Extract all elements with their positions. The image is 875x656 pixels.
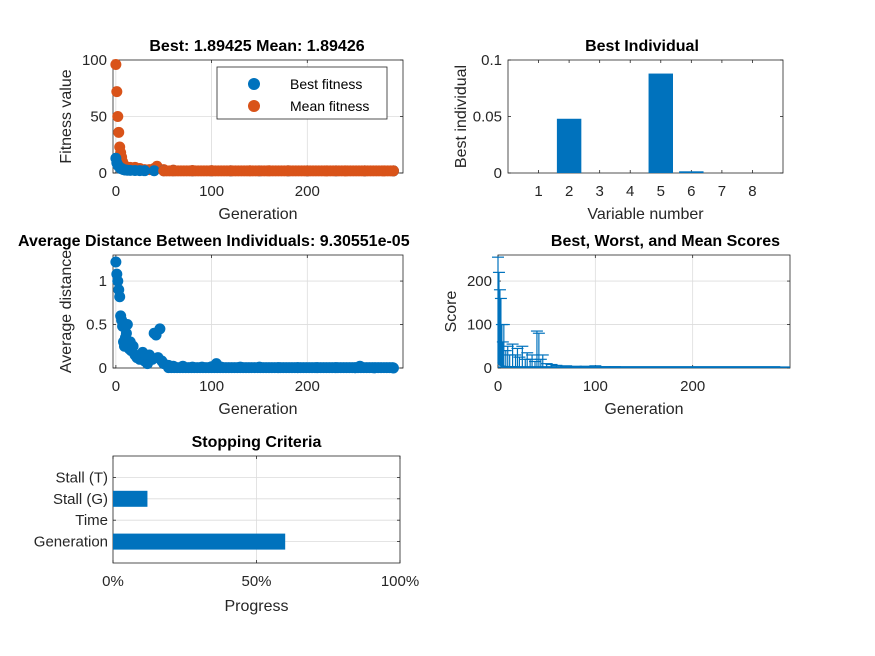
avg-distance-chart: 0 100 200 0 0.5 1 Average Distance Between Ind… <box>18 233 410 418</box>
distance-point <box>354 360 366 372</box>
x-tick-label: 100 <box>199 378 224 395</box>
x-tick-label: 100% <box>381 573 419 590</box>
chart-title: Best: 1.89425 Mean: 1.89426 <box>149 38 364 55</box>
x-axis-label: Generation <box>218 206 297 223</box>
scores-chart: 0 100 200 0 100 200 Best, Worst, and Mean Scor… <box>443 233 791 418</box>
legend-best-marker <box>248 78 260 90</box>
distance-point <box>196 361 208 373</box>
stopping-criteria-chart: 0% 50% 100% Generation Time Stall (G) Stall (T… <box>34 434 419 615</box>
y-tick-label: 0 <box>484 360 492 377</box>
scores-axes-box <box>497 254 791 369</box>
legend-label: Mean fitness <box>290 98 369 114</box>
x-tick-label: 200 <box>295 183 320 200</box>
x-tick-label: 0 <box>112 378 120 395</box>
y-axis-label: Best individual <box>453 65 470 168</box>
y-tick-label: 0 <box>494 165 502 182</box>
distance-point <box>114 291 126 303</box>
bar <box>679 171 704 173</box>
x-axis-label: Progress <box>224 598 288 615</box>
chart-title: Best, Worst, and Mean Scores <box>551 233 780 250</box>
distance-point <box>110 256 122 268</box>
distance-point <box>177 360 189 372</box>
x-tick-label: 7 <box>718 183 726 200</box>
bar <box>648 73 673 173</box>
y-axis-label: Score <box>443 291 460 333</box>
y-tick-label: 0.5 <box>86 317 107 334</box>
y-axis-label: Fitness value <box>58 69 75 163</box>
legend-box <box>216 66 388 120</box>
distance-point <box>167 360 179 372</box>
chart-title: Stopping Criteria <box>192 434 322 451</box>
y-tick-label: Time <box>75 512 108 529</box>
legend: Best fitness Mean fitness <box>216 66 388 120</box>
y-tick-label: 100 <box>467 317 492 334</box>
x-tick-label: 100 <box>199 183 224 200</box>
x-tick-label: 200 <box>680 378 705 395</box>
mean-fitness-point <box>387 165 399 177</box>
distance-point <box>368 362 380 374</box>
x-axis-label: Variable number <box>587 206 704 223</box>
best-fitness-point <box>139 165 151 177</box>
distance-point <box>186 361 198 373</box>
distance-point <box>121 319 133 331</box>
y-tick-label: 0 <box>99 165 107 182</box>
y-tick-label: 100 <box>82 52 107 69</box>
x-tick-label: 3 <box>595 183 603 200</box>
best-individual-chart: 1 2 3 4 5 6 7 8 0 0.05 0.1 Best Individual Variable … <box>453 38 784 223</box>
y-tick-label: 200 <box>467 273 492 290</box>
mean-fitness-point <box>111 86 123 98</box>
x-tick-label: 6 <box>687 183 695 200</box>
y-tick-label: 0 <box>99 360 107 377</box>
x-tick-label: 1 <box>534 183 542 200</box>
x-tick-label: 100 <box>583 378 608 395</box>
y-tick-label: 0.1 <box>481 52 502 69</box>
y-tick-label: Stall (G) <box>53 491 108 508</box>
y-tick-label: Generation <box>34 534 108 551</box>
x-tick-label: 2 <box>565 183 573 200</box>
x-tick-label: 0 <box>494 378 502 395</box>
distance-point <box>311 362 323 374</box>
distance-point <box>120 327 132 339</box>
x-tick-label: 50% <box>241 573 271 590</box>
best-individual-axes-box <box>507 59 784 174</box>
fitness-chart: 0 100 200 0 50 100 Best: 1.89425 Mean: 1.89426… <box>58 38 404 223</box>
legend-label: Best fitness <box>290 76 362 92</box>
distance-point <box>154 323 166 335</box>
distance-point <box>273 362 285 374</box>
y-tick-label: 0.05 <box>473 109 502 126</box>
x-tick-label: 4 <box>626 183 634 200</box>
bar <box>556 118 582 173</box>
legend-mean-marker <box>248 100 260 112</box>
mean-fitness-point <box>112 111 124 122</box>
distance-point <box>330 362 342 374</box>
best-fitness-point <box>148 165 160 177</box>
distance-point <box>234 361 246 373</box>
distance-point <box>253 361 265 373</box>
mean-fitness-point <box>113 126 125 138</box>
x-axis-label: Generation <box>218 401 297 418</box>
progress-bar <box>113 533 286 550</box>
x-tick-label: 5 <box>657 183 665 200</box>
x-tick-label: 8 <box>748 183 756 200</box>
chart-title: Average Distance Between Individuals: 9.… <box>18 233 410 250</box>
y-tick-label: 50 <box>90 109 107 126</box>
distance-point <box>387 362 399 374</box>
distance-point <box>112 275 124 287</box>
distance-point <box>215 361 227 373</box>
x-tick-label: 0 <box>112 183 120 200</box>
distance-point <box>127 340 139 352</box>
mean-fitness-point <box>110 59 122 71</box>
progress-bar <box>113 490 148 507</box>
y-axis-label: Average distance <box>58 250 75 373</box>
x-axis-label: Generation <box>604 401 683 418</box>
y-tick-label: Stall (T) <box>56 469 109 486</box>
y-tick-label: 1 <box>99 273 107 290</box>
avg-distance-axes-box <box>112 254 404 369</box>
chart-title: Best Individual <box>585 38 699 55</box>
distance-point <box>292 362 304 374</box>
x-tick-label: 0% <box>102 573 124 590</box>
x-tick-label: 200 <box>295 378 320 395</box>
